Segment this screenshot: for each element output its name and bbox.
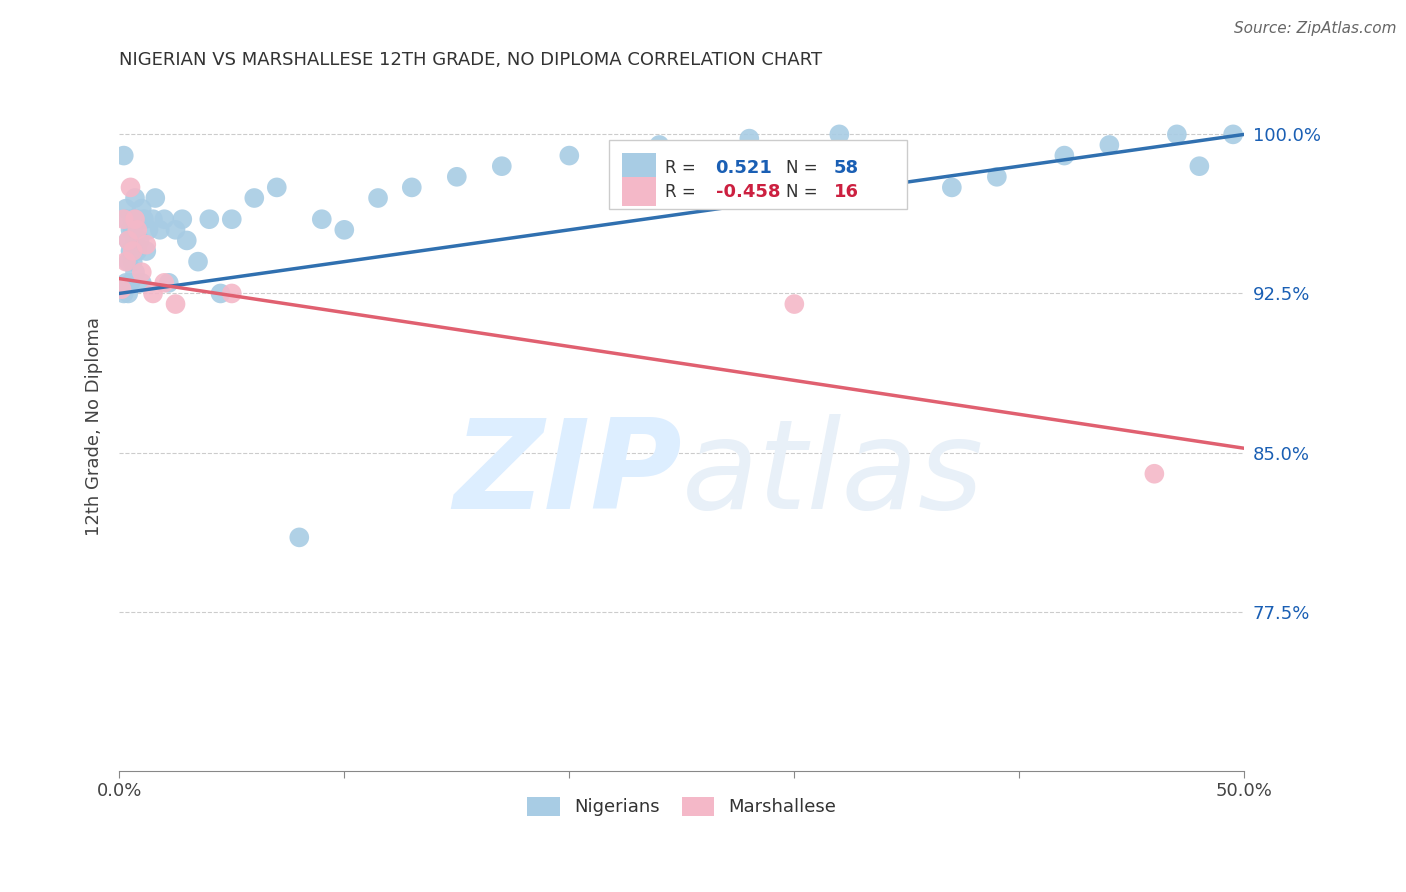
Text: 16: 16 xyxy=(834,183,859,201)
Point xyxy=(187,254,209,268)
Point xyxy=(120,276,142,290)
FancyBboxPatch shape xyxy=(609,140,907,209)
Point xyxy=(446,169,468,184)
Point xyxy=(221,286,243,301)
Point xyxy=(266,180,288,194)
Point xyxy=(121,254,143,268)
Point xyxy=(131,202,153,216)
Point xyxy=(115,276,138,290)
Point xyxy=(121,223,143,237)
Y-axis label: 12th Grade, No Diploma: 12th Grade, No Diploma xyxy=(86,317,103,535)
Point xyxy=(142,212,165,227)
Point xyxy=(120,180,142,194)
Point xyxy=(121,244,143,258)
Text: R =: R = xyxy=(665,159,702,177)
Point xyxy=(127,212,149,227)
Point xyxy=(128,234,150,248)
Point xyxy=(176,234,198,248)
Text: N =: N = xyxy=(786,159,818,177)
Point xyxy=(124,191,146,205)
Point xyxy=(124,265,146,279)
Point xyxy=(115,254,138,268)
Point xyxy=(157,276,180,290)
Point xyxy=(117,234,139,248)
Point xyxy=(1143,467,1166,481)
Point xyxy=(112,286,135,301)
Point xyxy=(198,212,221,227)
Point xyxy=(115,212,138,227)
Point xyxy=(558,148,581,162)
Text: N =: N = xyxy=(786,183,818,201)
Text: R =: R = xyxy=(665,183,702,201)
Point xyxy=(1098,138,1121,153)
Point xyxy=(117,234,139,248)
Bar xyxy=(623,178,657,206)
Point xyxy=(138,223,160,237)
Point xyxy=(1222,128,1244,142)
Point xyxy=(828,128,851,142)
Point xyxy=(221,212,243,227)
Point xyxy=(124,212,146,227)
Point xyxy=(165,297,187,311)
Text: -0.458: -0.458 xyxy=(716,183,780,201)
Point xyxy=(1166,128,1188,142)
Legend: Nigerians, Marshallese: Nigerians, Marshallese xyxy=(520,789,844,823)
Point xyxy=(120,244,142,258)
Text: Source: ZipAtlas.com: Source: ZipAtlas.com xyxy=(1233,21,1396,36)
Point xyxy=(941,180,963,194)
Point xyxy=(112,148,135,162)
Text: 0.521: 0.521 xyxy=(716,159,772,177)
Point xyxy=(110,282,132,296)
Point xyxy=(131,265,153,279)
Point xyxy=(135,244,157,258)
Point xyxy=(121,212,143,227)
Point xyxy=(243,191,266,205)
Point xyxy=(120,223,142,237)
Point xyxy=(491,159,513,173)
Point xyxy=(131,276,153,290)
Point xyxy=(142,286,165,301)
Point xyxy=(1188,159,1211,173)
Point xyxy=(117,286,139,301)
Point xyxy=(127,223,149,237)
Point xyxy=(172,212,194,227)
Point xyxy=(1053,148,1076,162)
Point xyxy=(333,223,356,237)
Text: 58: 58 xyxy=(834,159,859,177)
Text: ZIP: ZIP xyxy=(453,414,682,535)
Point xyxy=(783,297,806,311)
Point xyxy=(288,530,311,544)
Point xyxy=(115,202,138,216)
Point xyxy=(648,138,671,153)
Point xyxy=(124,234,146,248)
Point xyxy=(127,244,149,258)
Point xyxy=(132,212,155,227)
Point xyxy=(135,237,157,252)
Point xyxy=(143,191,166,205)
Point xyxy=(117,254,139,268)
Point xyxy=(367,191,389,205)
Point xyxy=(209,286,232,301)
Point xyxy=(738,131,761,145)
Bar xyxy=(623,153,657,182)
Point xyxy=(165,223,187,237)
Point xyxy=(112,212,135,227)
Point xyxy=(153,212,176,227)
Point xyxy=(986,169,1008,184)
Point xyxy=(311,212,333,227)
Point xyxy=(110,282,132,296)
Point xyxy=(149,223,172,237)
Point xyxy=(401,180,423,194)
Point xyxy=(153,276,176,290)
Text: atlas: atlas xyxy=(682,414,984,535)
Text: NIGERIAN VS MARSHALLESE 12TH GRADE, NO DIPLOMA CORRELATION CHART: NIGERIAN VS MARSHALLESE 12TH GRADE, NO D… xyxy=(120,51,823,69)
